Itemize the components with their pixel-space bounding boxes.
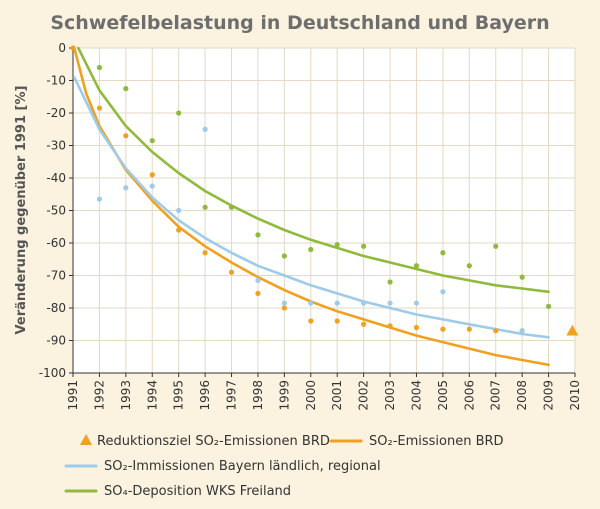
data-point-series-2 — [334, 300, 340, 306]
data-point-series-2 — [123, 185, 129, 191]
legend-label: SO₄-Deposition WKS Freiland — [104, 484, 291, 499]
x-tick-label: 1992 — [92, 380, 106, 411]
data-point-series-1 — [70, 45, 76, 51]
x-tick-label: 1998 — [251, 380, 265, 411]
legend: Reduktionsziel SO₂-Emissionen BRD SO₂-Emi… — [64, 434, 504, 499]
y-tick-label: -50 — [46, 204, 66, 218]
data-point-series-1 — [387, 323, 393, 329]
x-tick-label: 2007 — [489, 380, 503, 411]
x-tick-label: 2002 — [357, 380, 371, 411]
data-point-series-1 — [413, 324, 420, 331]
x-tick-label: 1997 — [225, 380, 239, 411]
data-point-series-3 — [545, 303, 552, 309]
data-point-series-3 — [176, 110, 182, 116]
data-point-series-2 — [387, 300, 393, 306]
data-point-series-3 — [123, 86, 129, 92]
x-tick-label: 1991 — [66, 380, 80, 411]
x-tick-label: 2006 — [462, 380, 476, 411]
data-point-series-2 — [361, 300, 367, 306]
data-points — [70, 45, 579, 336]
data-point-series-1 — [334, 318, 340, 324]
data-point-triangle — [566, 324, 579, 336]
data-point-series-3 — [519, 274, 525, 280]
trend-lines — [73, 46, 550, 367]
data-point-series-3 — [466, 263, 472, 269]
data-point-series-3 — [255, 232, 261, 238]
data-point-series-1 — [466, 326, 472, 332]
y-tick-label: -80 — [46, 301, 66, 315]
y-tick-label: -20 — [46, 106, 66, 120]
data-point-series-3 — [413, 263, 420, 269]
x-tick-label: 1996 — [198, 380, 212, 411]
y-tick-label: -40 — [46, 171, 66, 185]
x-tick-label: 1995 — [172, 380, 186, 411]
y-tick-label: -100 — [39, 366, 66, 380]
data-point-series-1 — [123, 133, 129, 139]
x-tick-label: 2005 — [436, 380, 450, 411]
trend-line-series-2 — [73, 76, 550, 339]
y-tick-label: -90 — [46, 334, 66, 348]
data-point-series-1 — [96, 105, 103, 111]
y-tick-label: -10 — [46, 74, 66, 88]
data-point-series-2 — [308, 300, 314, 306]
y-tick-label: -70 — [46, 269, 66, 283]
data-point-series-3 — [281, 253, 287, 259]
legend-label: SO₂-Emissionen BRD — [369, 434, 504, 449]
data-point-series-2 — [440, 289, 446, 295]
data-point-series-2 — [149, 183, 155, 189]
y-axis-label: Veränderung gegenüber 1991 [%] — [14, 86, 29, 335]
x-tick-label: 2000 — [304, 380, 318, 411]
legend-label: SO₂-Immissionen Bayern ländlich, regiona… — [104, 459, 381, 474]
data-point-series-1 — [228, 269, 235, 275]
data-point-series-3 — [361, 243, 367, 249]
chart-title: Schwefelbelastung in Deutschland und Bay… — [50, 12, 549, 34]
x-tick-label: 2004 — [409, 380, 423, 411]
data-point-series-2 — [255, 277, 261, 283]
data-point-series-2 — [519, 328, 525, 334]
x-tick-label: 2010 — [568, 380, 582, 411]
x-tick-label: 2003 — [383, 380, 397, 411]
x-tick-label: 2009 — [542, 380, 556, 411]
data-point-series-2 — [413, 300, 420, 306]
data-point-series-3 — [308, 246, 314, 253]
x-tick-label: 1994 — [145, 380, 159, 411]
data-point-series-3 — [334, 242, 340, 248]
data-point-series-3 — [202, 204, 208, 210]
data-point-series-1 — [440, 326, 446, 332]
y-tick-label: -30 — [46, 139, 66, 153]
data-point-series-1 — [149, 172, 155, 178]
data-point-series-2 — [176, 207, 182, 214]
x-tick-label: 2008 — [515, 380, 529, 411]
x-tick-label: 2001 — [330, 380, 344, 411]
data-point-series-3 — [440, 250, 446, 256]
data-point-series-1 — [202, 250, 208, 256]
data-point-series-3 — [387, 279, 393, 285]
data-point-series-3 — [228, 204, 235, 210]
data-point-series-2 — [281, 300, 287, 306]
x-tick-label: 1993 — [119, 380, 133, 411]
legend-triangle-icon — [80, 434, 92, 445]
y-tick-label: -60 — [46, 236, 66, 250]
x-tick-label: 1999 — [277, 380, 291, 411]
data-point-series-1 — [176, 227, 182, 233]
trend-line-series-3 — [77, 46, 550, 294]
data-point-series-3 — [493, 243, 499, 249]
y-tick-label: 0 — [58, 41, 66, 55]
data-point-series-2 — [96, 196, 103, 202]
data-point-series-1 — [255, 290, 261, 296]
data-point-series-1 — [308, 318, 314, 324]
data-point-series-1 — [281, 305, 287, 311]
data-point-series-2 — [202, 126, 208, 132]
data-point-series-1 — [493, 328, 499, 334]
data-point-series-3 — [149, 138, 155, 144]
legend-label: Reduktionsziel SO₂-Emissionen BRD — [97, 434, 330, 449]
data-point-series-3 — [96, 64, 103, 71]
data-point-series-1 — [361, 321, 367, 327]
